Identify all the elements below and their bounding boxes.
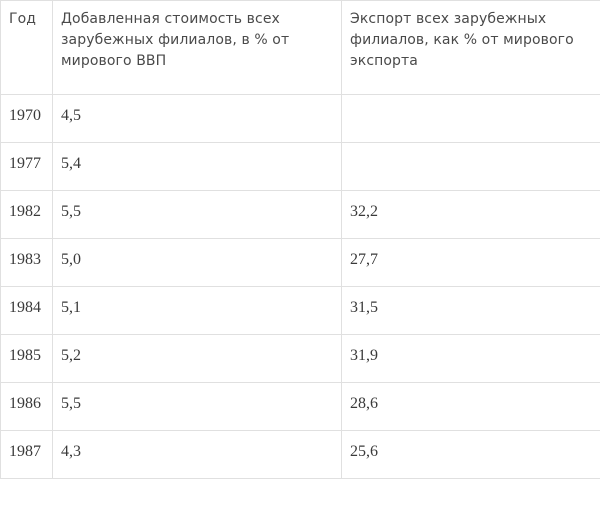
table-row: 1977 5,4 bbox=[0, 142, 600, 191]
cell-value-added: 5,5 bbox=[52, 190, 342, 239]
cell-value-added: 4,5 bbox=[52, 94, 342, 143]
cell-year: 1977 bbox=[0, 142, 53, 191]
table-row: 1985 5,2 31,9 bbox=[0, 334, 600, 383]
cell-export: 25,6 bbox=[341, 430, 600, 479]
cell-value-added: 5,0 bbox=[52, 238, 342, 287]
cell-value-added: 4,3 bbox=[52, 430, 342, 479]
cell-year: 1986 bbox=[0, 382, 53, 431]
table-row: 1983 5,0 27,7 bbox=[0, 238, 600, 287]
table-header-row: Год Добавленная стоимость всех зарубежны… bbox=[0, 0, 600, 95]
cell-year: 1970 bbox=[0, 94, 53, 143]
cell-export bbox=[341, 94, 600, 143]
data-table: Год Добавленная стоимость всех зарубежны… bbox=[0, 0, 600, 479]
table-row: 1987 4,3 25,6 bbox=[0, 430, 600, 479]
cell-export: 28,6 bbox=[341, 382, 600, 431]
cell-export bbox=[341, 142, 600, 191]
cell-export: 31,5 bbox=[341, 286, 600, 335]
cell-value-added: 5,5 bbox=[52, 382, 342, 431]
cell-value-added: 5,1 bbox=[52, 286, 342, 335]
table-row: 1970 4,5 bbox=[0, 94, 600, 143]
cell-year: 1984 bbox=[0, 286, 53, 335]
cell-year: 1982 bbox=[0, 190, 53, 239]
table-row: 1984 5,1 31,5 bbox=[0, 286, 600, 335]
cell-year: 1987 bbox=[0, 430, 53, 479]
cell-year: 1983 bbox=[0, 238, 53, 287]
cell-export: 27,7 bbox=[341, 238, 600, 287]
cell-value-added: 5,4 bbox=[52, 142, 342, 191]
cell-value-added: 5,2 bbox=[52, 334, 342, 383]
table-row: 1982 5,5 32,2 bbox=[0, 190, 600, 239]
header-export: Экспорт всех зарубежных филиалов, как % … bbox=[341, 0, 600, 95]
header-year: Год bbox=[0, 0, 53, 95]
cell-export: 31,9 bbox=[341, 334, 600, 383]
cell-year: 1985 bbox=[0, 334, 53, 383]
cell-export: 32,2 bbox=[341, 190, 600, 239]
header-value-added: Добавленная стоимость всех зарубежных фи… bbox=[52, 0, 342, 95]
table-row: 1986 5,5 28,6 bbox=[0, 382, 600, 431]
